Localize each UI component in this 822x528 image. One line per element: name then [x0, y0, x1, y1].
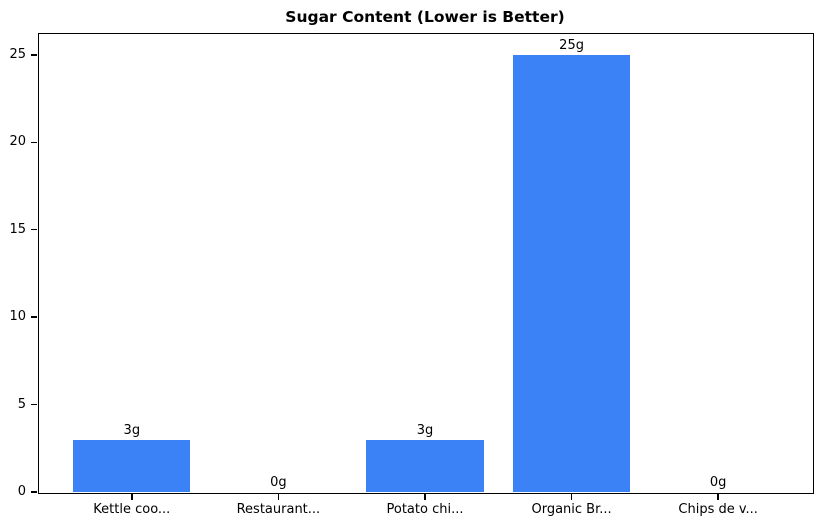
y-axis-tick	[30, 141, 37, 144]
plot-area	[38, 33, 814, 494]
x-tick-label: Chips de v...	[678, 502, 758, 517]
bar-value-label: 0g	[270, 475, 287, 490]
bar-value-label: 3g	[123, 422, 141, 438]
bar	[366, 439, 484, 492]
y-axis-tick	[30, 403, 37, 406]
y-tick-label: 0	[17, 484, 26, 499]
x-axis-tick	[131, 493, 133, 500]
y-axis-tick	[30, 228, 37, 231]
bar	[512, 54, 631, 492]
y-tick-label: 5	[17, 396, 26, 412]
y-axis-tick	[30, 491, 37, 493]
x-axis-tick	[717, 493, 719, 500]
y-tick-label: 25	[9, 46, 26, 62]
y-axis-tick	[30, 316, 37, 318]
bar-value-label: 25g	[559, 37, 584, 53]
x-axis-tick	[424, 493, 426, 500]
x-tick-label: Kettle coo...	[93, 502, 171, 517]
y-tick-label: 15	[9, 221, 26, 237]
bar-value-label: 0g	[709, 475, 727, 490]
y-axis-tick	[30, 54, 37, 56]
x-axis-tick	[277, 493, 280, 500]
axes-layer: 0 5 10 15 20 25 3g Kettle coo... 0g Restaurant...…	[9, 33, 812, 517]
y-tick-label: 20	[9, 134, 26, 150]
x-axis-tick	[570, 493, 573, 500]
x-tick-label: Potato chi...	[386, 502, 464, 517]
chart-title: Sugar Content (Lower is Better)	[285, 8, 565, 26]
bar-value-label: 3g	[416, 422, 434, 438]
x-tick-label: Organic Br...	[531, 502, 612, 517]
bar	[73, 439, 191, 492]
y-tick-label: 10	[9, 309, 26, 325]
x-tick-label: Restaurant...	[236, 502, 321, 517]
